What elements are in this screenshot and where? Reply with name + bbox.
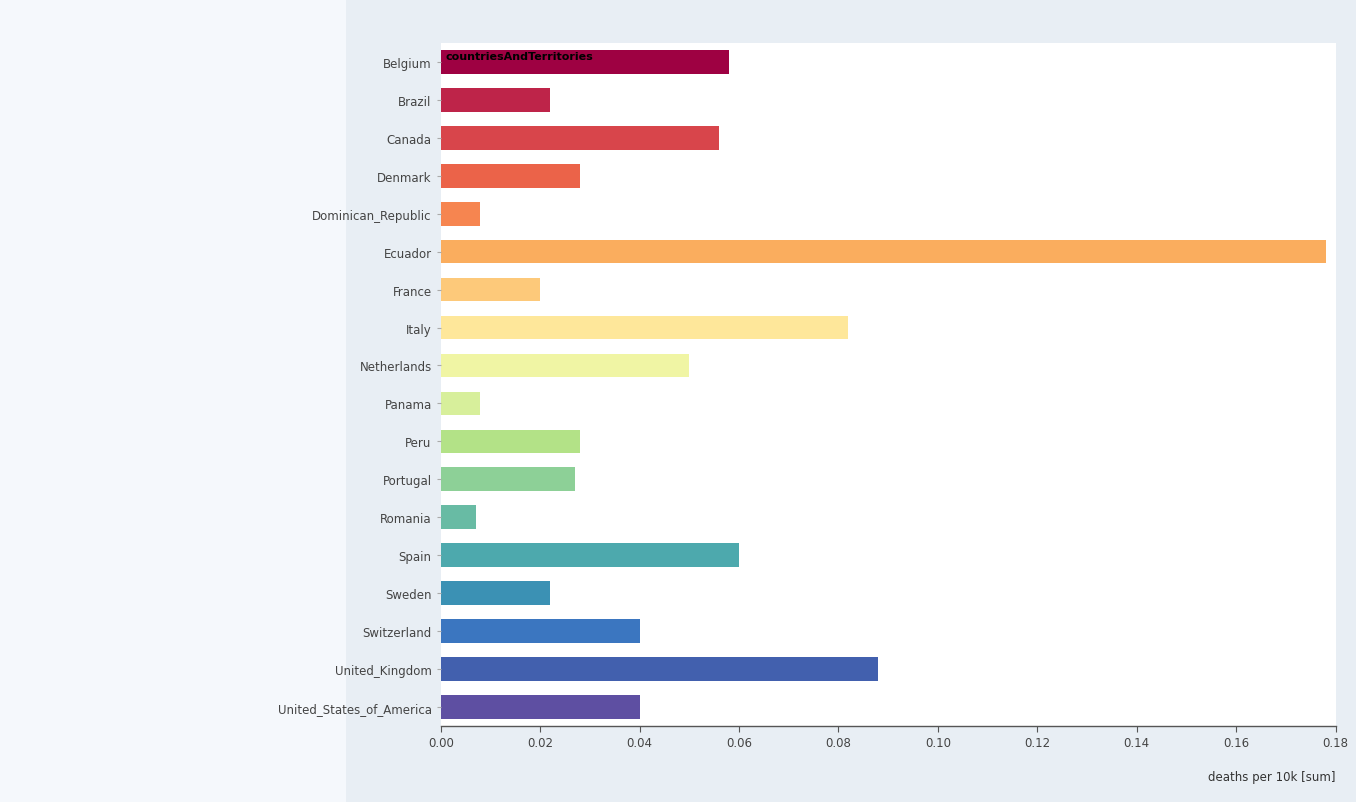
Bar [441,51,730,75]
Bar [441,430,580,453]
Bar [441,392,480,415]
Bar [441,241,1326,264]
Bar [441,544,739,567]
Bar [441,317,849,340]
Bar [441,354,689,378]
Text: countriesAndTerritories: countriesAndTerritories [446,51,594,62]
Bar [441,619,640,643]
Bar [441,695,640,719]
Bar [441,89,551,112]
Bar [441,165,580,188]
Bar [441,581,551,605]
Bar [441,658,879,681]
Bar [441,203,480,226]
Bar [441,278,540,302]
X-axis label: deaths per 10k [sum]: deaths per 10k [sum] [1208,770,1336,783]
Bar [441,468,575,492]
Bar [441,506,476,529]
Bar [441,127,719,151]
